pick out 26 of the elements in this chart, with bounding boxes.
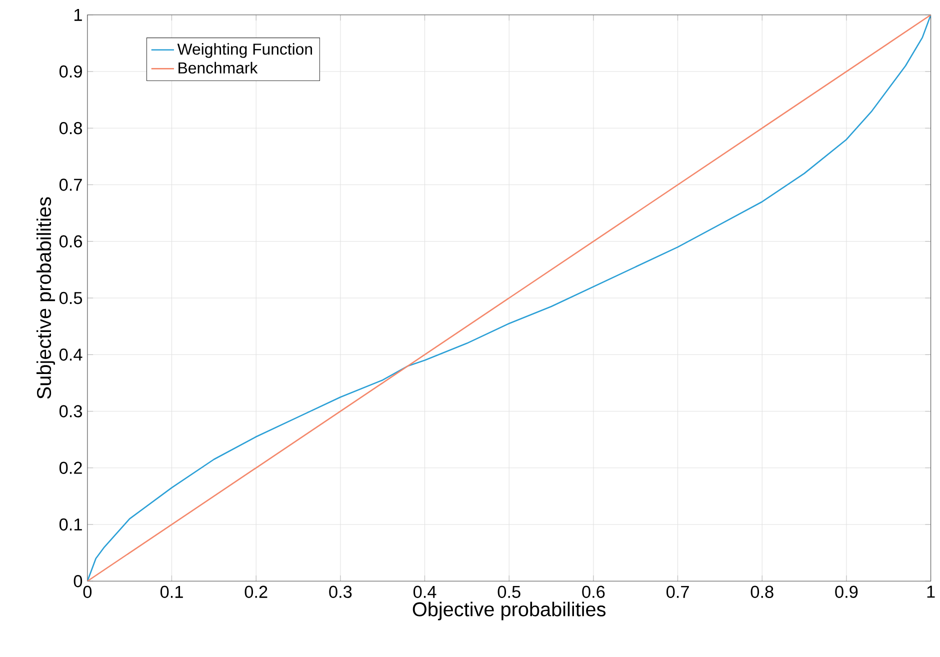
x-tick-label: 1 bbox=[927, 586, 935, 598]
y-tick-label: 0.8 bbox=[59, 122, 82, 134]
x-tick-label: 0.4 bbox=[413, 586, 436, 598]
x-tick-label: 0.9 bbox=[835, 586, 858, 598]
y-tick-label: 0.9 bbox=[59, 66, 82, 78]
x-tick-label: 0.3 bbox=[329, 586, 352, 598]
x-tick-label: 0.6 bbox=[582, 586, 605, 598]
y-tick-label: 1 bbox=[74, 9, 82, 22]
y-tick-label: 0.3 bbox=[59, 405, 82, 418]
y-tick-label: 0.5 bbox=[59, 292, 82, 304]
x-axis-title: Objective probabilities bbox=[412, 602, 606, 620]
y-tick-label: 0.4 bbox=[59, 348, 82, 361]
x-tick-label: 0.8 bbox=[750, 586, 774, 598]
y-tick-label: 0.7 bbox=[59, 178, 82, 192]
x-tick-label: 0 bbox=[83, 586, 92, 598]
x-tick-label: 0.1 bbox=[160, 586, 183, 598]
y-tick-label: 0.6 bbox=[59, 235, 82, 248]
y-tick-label: 0 bbox=[74, 575, 82, 588]
legend-label: Weighting Function bbox=[177, 43, 312, 58]
y-axis-title: Subjective probabilities bbox=[36, 197, 56, 399]
x-tick-label: 0.2 bbox=[244, 586, 268, 598]
x-tick-label: 0.5 bbox=[498, 586, 520, 598]
y-tick-label: 0.2 bbox=[59, 462, 82, 474]
x-tick-label: 0.7 bbox=[666, 586, 689, 598]
y-tick-label: 0.1 bbox=[59, 518, 82, 531]
legend-label: Benchmark bbox=[178, 62, 258, 74]
